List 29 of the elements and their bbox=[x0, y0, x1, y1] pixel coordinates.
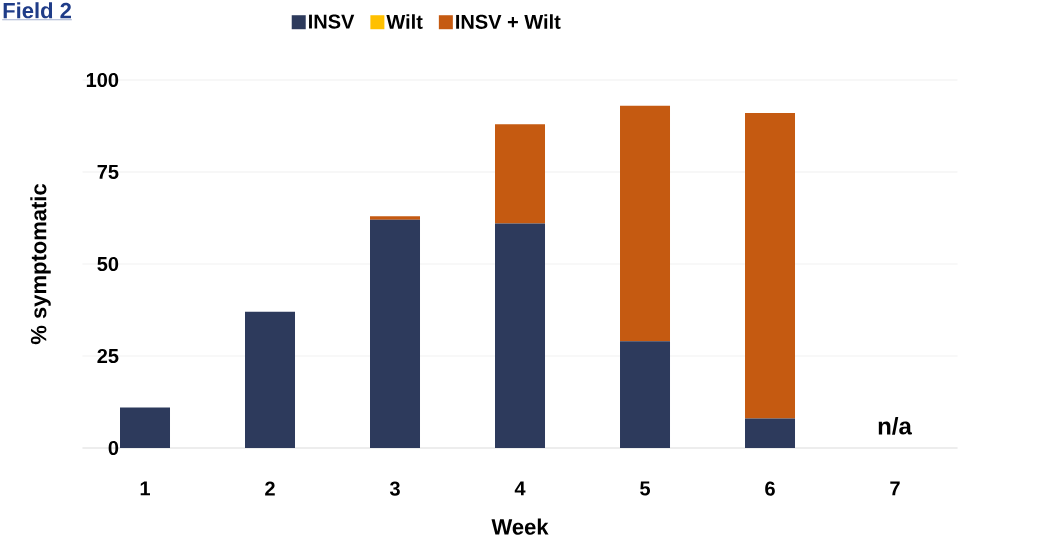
x-tick-label: 6 bbox=[765, 481, 775, 496]
bar bbox=[620, 341, 671, 448]
bar bbox=[495, 223, 546, 448]
x-tick-label: 2 bbox=[265, 481, 275, 496]
chart-title: Field 2 bbox=[3, 2, 71, 19]
bar bbox=[495, 124, 546, 224]
y-axis-title: % symptomatic bbox=[30, 183, 51, 345]
legend-label: Wilt bbox=[386, 14, 423, 29]
bar bbox=[245, 311, 295, 448]
bar bbox=[120, 407, 170, 448]
y-tick-label: 25 bbox=[97, 348, 119, 364]
y-tick-label: 0 bbox=[108, 440, 119, 456]
legend-label: INSV bbox=[309, 14, 355, 29]
bar bbox=[745, 418, 796, 448]
bar bbox=[620, 105, 671, 342]
y-tick-label: 100 bbox=[86, 72, 119, 88]
bar bbox=[370, 219, 420, 448]
x-tick-label: 5 bbox=[640, 481, 651, 496]
annotation: n/a bbox=[878, 416, 912, 435]
legend-label: INSV + Wilt bbox=[456, 14, 561, 29]
bar bbox=[370, 216, 420, 220]
x-tick-label: 7 bbox=[890, 481, 900, 496]
x-axis-title: Week bbox=[491, 518, 549, 535]
x-tick-label: 1 bbox=[140, 481, 150, 496]
y-tick-label: 75 bbox=[97, 165, 119, 179]
bar bbox=[745, 113, 796, 419]
x-tick-label: 3 bbox=[389, 481, 400, 496]
x-tick-label: 4 bbox=[514, 481, 526, 496]
y-tick-label: 50 bbox=[97, 256, 119, 272]
